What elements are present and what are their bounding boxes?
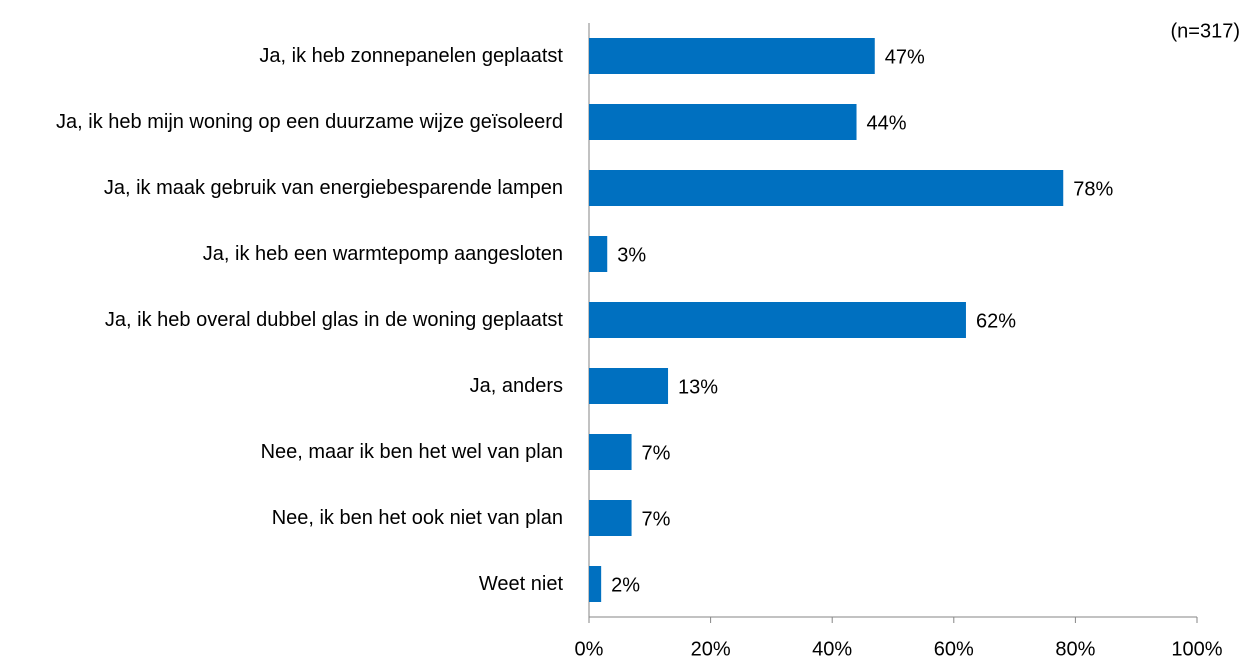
bar	[589, 170, 1064, 206]
value-label: 44%	[867, 112, 907, 134]
bar	[589, 368, 669, 404]
value-label: 78%	[1073, 178, 1113, 200]
x-tick-label: 20%	[691, 638, 731, 660]
bar	[589, 434, 632, 470]
value-label: 2%	[611, 574, 640, 596]
bar	[589, 500, 632, 536]
value-label: 47%	[885, 46, 925, 68]
value-label: 7%	[642, 442, 671, 464]
x-tick-label: 0%	[575, 638, 604, 660]
bar	[589, 104, 857, 140]
bar	[589, 236, 608, 272]
value-label: 62%	[976, 310, 1016, 332]
category-label: Ja, ik heb een warmtepomp aangesloten	[202, 243, 563, 265]
x-tick-label: 40%	[812, 638, 852, 660]
category-label: Ja, ik heb overal dubbel glas in de woni…	[104, 309, 563, 331]
annotation: (n=317)	[1171, 20, 1241, 42]
category-label: Weet niet	[478, 573, 563, 595]
category-label: Nee, ik ben het ook niet van plan	[271, 507, 563, 529]
bar	[589, 566, 602, 602]
category-label: Ja, ik heb mijn woning op een duurzame w…	[56, 111, 563, 133]
value-label: 3%	[617, 244, 646, 266]
category-label: Ja, ik maak gebruik van energiebesparend…	[103, 177, 563, 199]
category-label: Ja, anders	[469, 375, 563, 397]
bar	[589, 38, 875, 74]
x-tick-label: 80%	[1055, 638, 1095, 660]
bar	[589, 302, 966, 338]
category-label: Ja, ik heb zonnepanelen geplaatst	[259, 45, 563, 67]
category-label: Nee, maar ik ben het wel van plan	[260, 441, 563, 463]
value-label: 13%	[678, 376, 718, 398]
x-tick-label: 100%	[1171, 638, 1222, 660]
x-tick-label: 60%	[934, 638, 974, 660]
value-label: 7%	[642, 508, 671, 530]
